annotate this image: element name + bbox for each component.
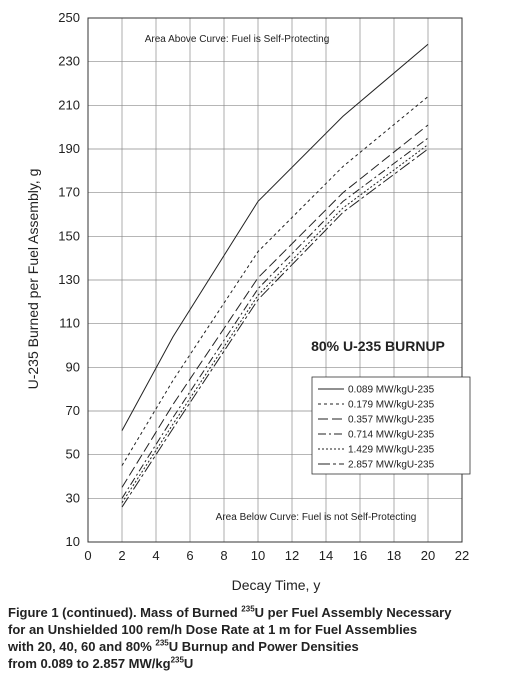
caption-text: from 0.089 to 2.857 MW/kg	[8, 656, 171, 671]
series-line-6	[121, 148, 429, 508]
chart-legend: 0.089 MW/kgU-235 0.179 MW/kgU-235 0.357 MW…	[311, 376, 471, 475]
x-tick-label: 16	[353, 548, 367, 563]
caption-superscript: 235	[155, 638, 169, 648]
series-line-4	[121, 137, 429, 499]
x-axis-ticks: 0 2 4 6 8 10 12 14 16 18 20 22	[84, 548, 469, 563]
x-tick-label: 18	[387, 548, 401, 563]
annotation-above-curve: Area Above Curve: Fuel is Self-Protectin…	[145, 34, 330, 45]
caption-superscript: 235	[241, 604, 255, 614]
chart-grid	[87, 17, 463, 543]
x-tick-label: 0	[84, 548, 91, 563]
caption-text: U	[183, 656, 194, 671]
y-tick-label: 250	[58, 10, 80, 25]
burnup-label: 80% U-235 BURNUP	[311, 338, 445, 354]
figure-caption: Figure 1 (continued). Mass of Burned 235…	[8, 604, 514, 672]
y-tick-label: 130	[58, 272, 80, 287]
caption-text: for an Unshielded 100 rem/h Dose Rate at…	[8, 622, 418, 637]
annotation-below-curve: Area Below Curve: Fuel is not Self-Prote…	[216, 512, 417, 523]
legend-item-label: 0.357 MW/kgU-235	[348, 415, 435, 426]
legend-item-label: 1.429 MW/kgU-235	[348, 445, 435, 456]
chart-series-lines	[121, 43, 429, 508]
series-line-2	[121, 96, 429, 466]
x-tick-label: 8	[220, 548, 227, 563]
legend-item-label: 0.179 MW/kgU-235	[348, 400, 435, 411]
y-tick-label: 210	[58, 97, 80, 112]
x-tick-label: 6	[186, 548, 193, 563]
x-tick-label: 2	[118, 548, 125, 563]
y-tick-label: 50	[66, 447, 80, 462]
y-tick-label: 230	[58, 54, 80, 69]
y-tick-label: 30	[66, 490, 80, 505]
legend-box	[311, 376, 471, 475]
caption-line: from 0.089 to 2.857 MW/kg235U	[8, 655, 514, 672]
caption-superscript: 235	[170, 655, 184, 665]
y-tick-label: 70	[66, 403, 80, 418]
legend-item-label: 2.857 MW/kgU-235	[348, 460, 435, 471]
plot-frame	[87, 17, 463, 543]
caption-line: with 20, 40, 60 and 80% 235U Burnup and …	[8, 638, 514, 655]
y-tick-label: 190	[58, 141, 80, 156]
y-tick-label: 90	[66, 359, 80, 374]
caption-text: U per Fuel Assembly Necessary	[254, 605, 452, 620]
caption-line: Figure 1 (continued). Mass of Burned 235…	[8, 604, 514, 621]
x-axis-title: Decay Time, y	[232, 577, 321, 593]
chart-canvas: 0 2 4 6 8 10 12 14 16 18 20 22 10305070901101301501…	[25, 10, 471, 593]
y-tick-label: 170	[58, 185, 80, 200]
x-tick-label: 4	[152, 548, 159, 563]
series-line-3	[121, 124, 429, 488]
caption-text: U Burnup and Power Densities	[168, 639, 359, 654]
x-tick-label: 22	[455, 548, 469, 563]
caption-text: Figure 1 (continued). Mass of Burned	[8, 605, 242, 620]
x-tick-label: 10	[251, 548, 265, 563]
x-tick-label: 12	[285, 548, 299, 563]
y-axis-ticks: 10 30 50 70 90 110 130 150 170 190 210 230 250	[58, 10, 80, 549]
y-tick-label: 10	[66, 534, 80, 549]
x-tick-label: 20	[421, 548, 435, 563]
x-tick-label: 14	[319, 548, 333, 563]
series-line-1	[121, 43, 429, 431]
legend-item-label: 0.089 MW/kgU-235	[348, 385, 435, 396]
legend-item-label: 0.714 MW/kgU-235	[348, 430, 435, 441]
y-axis-title: U-235 Burned per Fuel Assembly, g	[25, 169, 41, 390]
y-tick-label: 110	[59, 316, 80, 331]
caption-text: with 20, 40, 60 and 80%	[8, 639, 156, 654]
series-line-5	[121, 144, 429, 503]
y-tick-label: 150	[58, 228, 80, 243]
caption-line: for an Unshielded 100 rem/h Dose Rate at…	[8, 621, 514, 638]
